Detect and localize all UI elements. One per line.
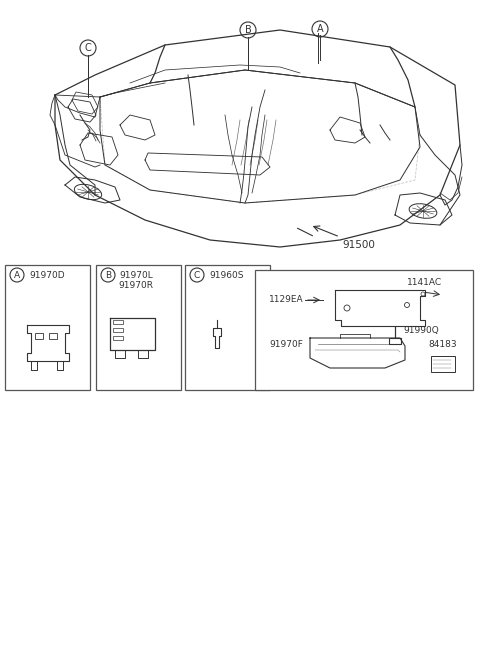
Text: 91970D: 91970D [29,271,65,280]
Text: 91970R: 91970R [119,280,154,290]
FancyBboxPatch shape [35,333,43,339]
Text: 91960S: 91960S [210,271,244,280]
Text: C: C [194,271,200,280]
Text: C: C [84,43,91,53]
Text: 1141AC: 1141AC [408,278,443,287]
Text: 91970L: 91970L [119,271,153,280]
Text: 91970F: 91970F [269,340,303,349]
Text: A: A [14,271,20,280]
FancyBboxPatch shape [431,356,455,372]
Text: A: A [317,24,324,34]
FancyBboxPatch shape [255,270,473,390]
FancyBboxPatch shape [113,320,123,324]
FancyBboxPatch shape [49,333,57,339]
Text: B: B [105,271,111,280]
Text: 91990Q: 91990Q [403,326,439,335]
Text: 1129EA: 1129EA [269,295,304,305]
FancyBboxPatch shape [96,265,181,390]
FancyBboxPatch shape [113,328,123,332]
Text: 91500: 91500 [342,240,375,250]
Text: B: B [245,25,252,35]
FancyBboxPatch shape [185,265,270,390]
FancyBboxPatch shape [5,265,90,390]
FancyBboxPatch shape [113,336,123,340]
Text: 84183: 84183 [429,340,457,349]
